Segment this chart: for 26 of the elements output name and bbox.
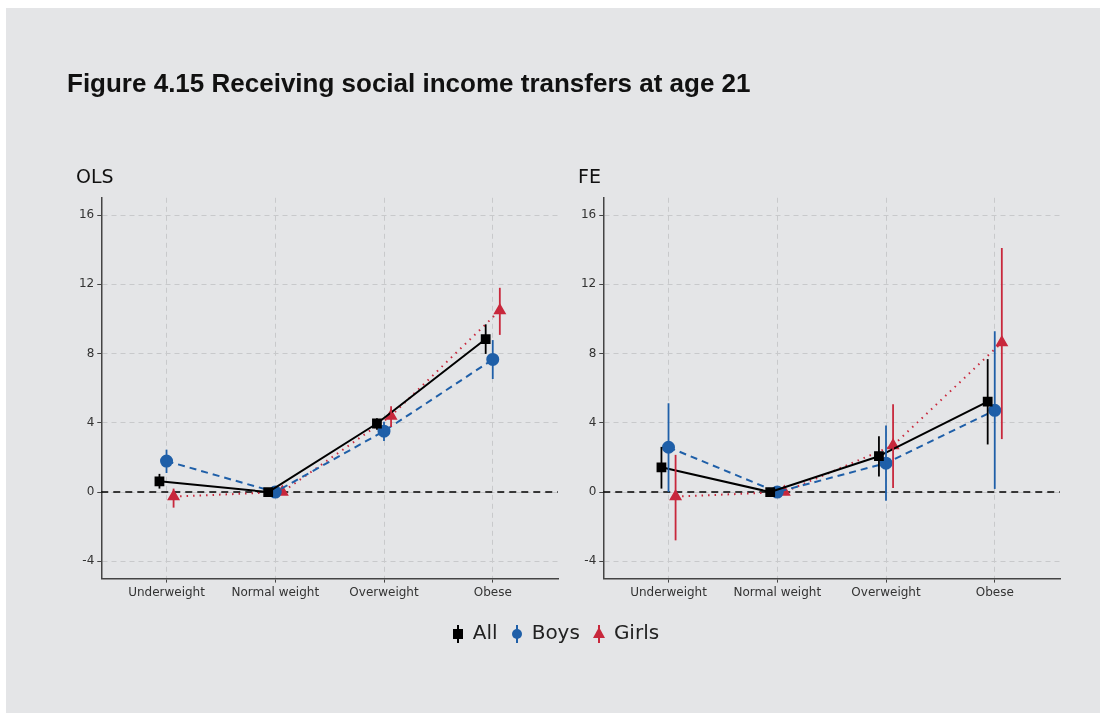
y-tick-label: 16 [580, 207, 597, 222]
y-tick-label: 8 [86, 345, 95, 360]
y-tick-label: 8 [588, 345, 597, 360]
x-tick-label: Underweight [630, 584, 708, 599]
y-tick-label: 12 [78, 276, 95, 291]
x-tick-label: Obese [975, 584, 1014, 599]
legend-label: All [471, 620, 498, 645]
x-tick-label: Normal weight [733, 584, 822, 599]
chart-title: OLS [76, 165, 114, 188]
y-tick-label: -4 [584, 553, 597, 568]
y-tick-label: 0 [588, 484, 597, 499]
chart-title: FE [578, 165, 601, 188]
y-tick-label: 0 [86, 484, 95, 499]
x-tick-label: Obese [473, 584, 512, 599]
y-tick-label: 4 [86, 414, 95, 429]
y-tick-label: 12 [580, 276, 597, 291]
legend-label: Girls [612, 620, 660, 645]
y-tick-label: 4 [588, 414, 597, 429]
y-tick-label: -4 [82, 553, 95, 568]
x-tick-label: Underweight [128, 584, 206, 599]
x-tick-label: Overweight [851, 584, 921, 599]
x-tick-label: Normal weight [231, 584, 320, 599]
caption: Figure 4.15 Receiving social income transfers at age 21 [67, 68, 751, 99]
x-tick-label: Overweight [349, 584, 419, 599]
y-tick-label: 16 [78, 207, 95, 222]
legend-label: Boys [530, 620, 580, 645]
